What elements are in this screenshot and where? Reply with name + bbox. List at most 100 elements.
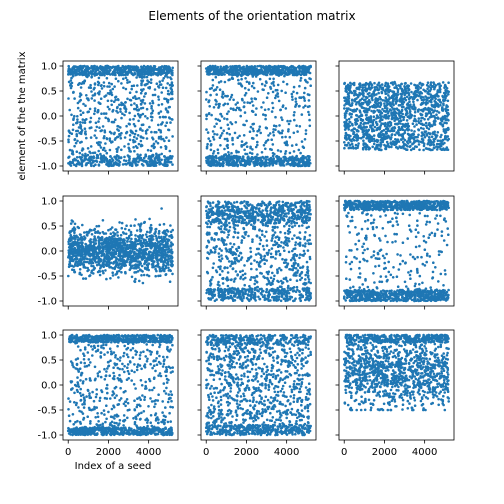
data-point xyxy=(141,66,145,69)
data-point xyxy=(120,148,123,152)
data-point xyxy=(378,85,382,88)
data-point xyxy=(270,138,274,141)
data-point xyxy=(259,64,263,68)
data-point xyxy=(267,92,270,95)
data-point xyxy=(237,82,240,85)
data-point xyxy=(292,131,296,135)
data-point xyxy=(378,88,381,91)
data-point xyxy=(361,86,365,89)
data-point xyxy=(407,97,411,101)
data-point xyxy=(300,164,303,168)
data-point xyxy=(119,107,122,111)
data-point xyxy=(376,116,380,119)
data-point xyxy=(170,81,174,84)
data-point xyxy=(424,114,428,118)
data-point xyxy=(256,90,260,93)
data-point xyxy=(274,124,278,128)
data-point xyxy=(380,91,384,95)
data-point xyxy=(278,131,282,135)
data-point xyxy=(352,110,356,113)
data-point xyxy=(144,129,148,133)
data-point xyxy=(78,162,81,166)
data-point xyxy=(164,107,168,110)
data-point xyxy=(425,133,429,137)
data-point xyxy=(242,134,246,137)
data-point xyxy=(248,101,252,105)
data-point xyxy=(145,107,149,111)
data-point xyxy=(363,83,366,86)
data-point xyxy=(157,158,161,161)
data-point xyxy=(343,96,346,100)
data-point xyxy=(171,66,174,70)
data-point xyxy=(84,152,87,156)
data-point xyxy=(138,68,141,72)
data-point xyxy=(292,157,295,161)
data-point xyxy=(80,164,84,168)
data-point xyxy=(123,145,126,148)
data-point xyxy=(158,160,162,164)
data-point xyxy=(231,138,234,142)
data-point xyxy=(126,81,129,84)
data-point xyxy=(164,147,168,150)
data-point xyxy=(84,158,88,161)
data-point xyxy=(87,98,90,102)
data-point xyxy=(232,70,235,74)
data-point xyxy=(441,96,445,99)
data-point xyxy=(139,103,143,106)
data-point xyxy=(363,107,367,110)
data-point xyxy=(427,108,430,112)
data-point xyxy=(396,117,400,120)
data-point xyxy=(393,116,397,120)
data-point xyxy=(426,87,429,91)
data-point xyxy=(296,157,300,161)
data-point xyxy=(303,91,306,95)
data-point xyxy=(276,149,280,152)
data-point xyxy=(148,102,152,105)
data-point xyxy=(136,153,139,156)
data-point xyxy=(167,139,171,142)
data-point xyxy=(415,90,419,94)
data-point xyxy=(402,105,405,109)
y-tick-label: -0.5 xyxy=(37,137,57,148)
data-point xyxy=(368,94,371,98)
data-point xyxy=(289,119,292,123)
data-point xyxy=(113,162,117,165)
data-point xyxy=(215,122,218,126)
data-point xyxy=(388,108,392,111)
data-point xyxy=(303,138,307,141)
data-point xyxy=(160,207,163,210)
data-point xyxy=(76,101,80,105)
data-point xyxy=(417,128,420,131)
data-point xyxy=(294,100,298,103)
data-point xyxy=(357,142,360,145)
data-point xyxy=(446,99,450,103)
data-point xyxy=(283,156,287,160)
data-point xyxy=(70,113,73,117)
data-point xyxy=(367,139,371,142)
data-point xyxy=(100,158,104,161)
data-point xyxy=(99,84,103,88)
data-point xyxy=(76,139,79,143)
data-point xyxy=(107,119,110,123)
data-point xyxy=(436,82,440,86)
data-point xyxy=(288,135,292,139)
data-point xyxy=(225,131,229,135)
data-point xyxy=(166,76,169,79)
data-point xyxy=(294,97,298,100)
data-point xyxy=(273,160,277,163)
data-point xyxy=(227,78,230,82)
data-point xyxy=(140,274,143,277)
data-point xyxy=(304,80,308,83)
data-point xyxy=(398,145,401,148)
data-point xyxy=(85,75,88,78)
data-point xyxy=(158,163,161,166)
data-point xyxy=(354,147,358,150)
data-point xyxy=(433,119,437,122)
data-point xyxy=(294,105,297,108)
data-point xyxy=(260,68,263,72)
data-point xyxy=(277,159,281,162)
data-point xyxy=(237,71,240,75)
data-point xyxy=(344,121,348,124)
data-point xyxy=(219,126,223,130)
data-point xyxy=(447,93,450,96)
